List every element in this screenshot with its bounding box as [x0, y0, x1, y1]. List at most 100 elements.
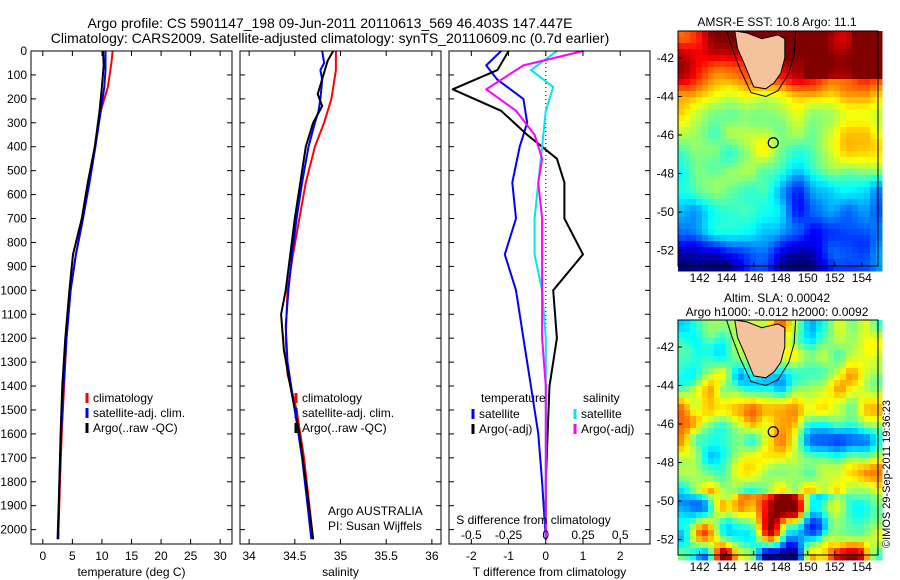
sstmap-ytick-label: -42 [657, 51, 675, 65]
map-cell [840, 398, 847, 405]
map-cell [822, 187, 829, 194]
map-cell [684, 91, 691, 98]
map-cell [780, 470, 787, 477]
temperature-xtick-label: 25 [184, 549, 198, 563]
map-cell [744, 235, 751, 242]
map-cell [714, 247, 721, 254]
map-cell [732, 464, 739, 471]
map-cell [678, 524, 685, 531]
map-cell [822, 524, 829, 531]
map-cell [810, 217, 817, 224]
map-cell [732, 548, 739, 555]
map-cell [762, 482, 769, 489]
map-cell [816, 362, 823, 369]
map-cell [834, 61, 841, 68]
map-cell [678, 530, 685, 537]
map-cell [684, 470, 691, 477]
map-cell [714, 392, 721, 399]
map-cell [798, 145, 805, 152]
depth-tick-label: 800 [7, 235, 27, 249]
map-cell [804, 554, 811, 561]
map-cell [720, 133, 727, 140]
map-cell [816, 434, 823, 441]
map-cell [720, 392, 727, 399]
map-cell [846, 163, 853, 170]
map-cell [732, 133, 739, 140]
map-cell [852, 506, 859, 513]
map-cell [840, 193, 847, 200]
map-cell [702, 512, 709, 519]
map-cell [726, 422, 733, 429]
map-cell [678, 458, 685, 465]
map-cell [864, 157, 871, 164]
map-cell [798, 398, 805, 405]
map-cell [798, 241, 805, 248]
map-cell [786, 121, 793, 128]
page-title-line-1: Argo profile: CS 5901147_198 09-Jun-2011… [87, 15, 573, 31]
map-cell [720, 506, 727, 513]
map-cell [702, 145, 709, 152]
map-cell [732, 109, 739, 116]
map-cell [876, 344, 883, 351]
map-cell [678, 37, 685, 44]
map-cell [762, 211, 769, 218]
map-cell [744, 536, 751, 543]
map-cell [738, 157, 745, 164]
map-cell [864, 181, 871, 188]
map-cell [714, 211, 721, 218]
map-cell [828, 452, 835, 459]
map-cell [786, 338, 793, 345]
map-cell [876, 97, 883, 104]
map-cell [840, 512, 847, 519]
depth-tick-label: 1000 [0, 283, 27, 297]
map-cell [774, 524, 781, 531]
map-cell [828, 91, 835, 98]
map-cell [864, 380, 871, 387]
map-cell [774, 470, 781, 477]
map-cell [792, 109, 799, 116]
depth-tick-label: 1700 [0, 451, 27, 465]
map-cell [804, 133, 811, 140]
map-cell [810, 265, 817, 272]
map-cell [858, 211, 865, 218]
map-cell [780, 554, 787, 561]
map-cell [756, 127, 763, 134]
map-cell [762, 229, 769, 236]
map-cell [816, 506, 823, 513]
map-cell [876, 139, 883, 146]
map-cell [696, 386, 703, 393]
map-cell [762, 512, 769, 519]
map-cell [864, 193, 871, 200]
map-cell [684, 133, 691, 140]
map-cell [816, 464, 823, 471]
map-cell [732, 73, 739, 80]
map-cell [720, 440, 727, 447]
map-cell [810, 103, 817, 110]
map-cell [852, 428, 859, 435]
map-cell [762, 554, 769, 561]
map-cell [846, 145, 853, 152]
map-cell [678, 265, 685, 272]
map-cell [756, 181, 763, 188]
map-cell [834, 79, 841, 86]
map-cell [684, 488, 691, 495]
map-cell [834, 338, 841, 345]
map-cell [828, 338, 835, 345]
isobath-line [726, 319, 797, 387]
map-cell [690, 79, 697, 86]
map-cell [684, 512, 691, 519]
map-cell [870, 265, 877, 272]
map-cell [708, 500, 715, 507]
map-cell [816, 398, 823, 405]
map-cell [714, 512, 721, 519]
map-cell [852, 464, 859, 471]
map-cell [864, 452, 871, 459]
map-cell [720, 338, 727, 345]
map-cell [858, 145, 865, 152]
map-cell [738, 247, 745, 254]
map-cell [798, 500, 805, 507]
map-cell [756, 205, 763, 212]
map-cell [852, 500, 859, 507]
map-cell [864, 470, 871, 477]
map-cell [690, 530, 697, 537]
